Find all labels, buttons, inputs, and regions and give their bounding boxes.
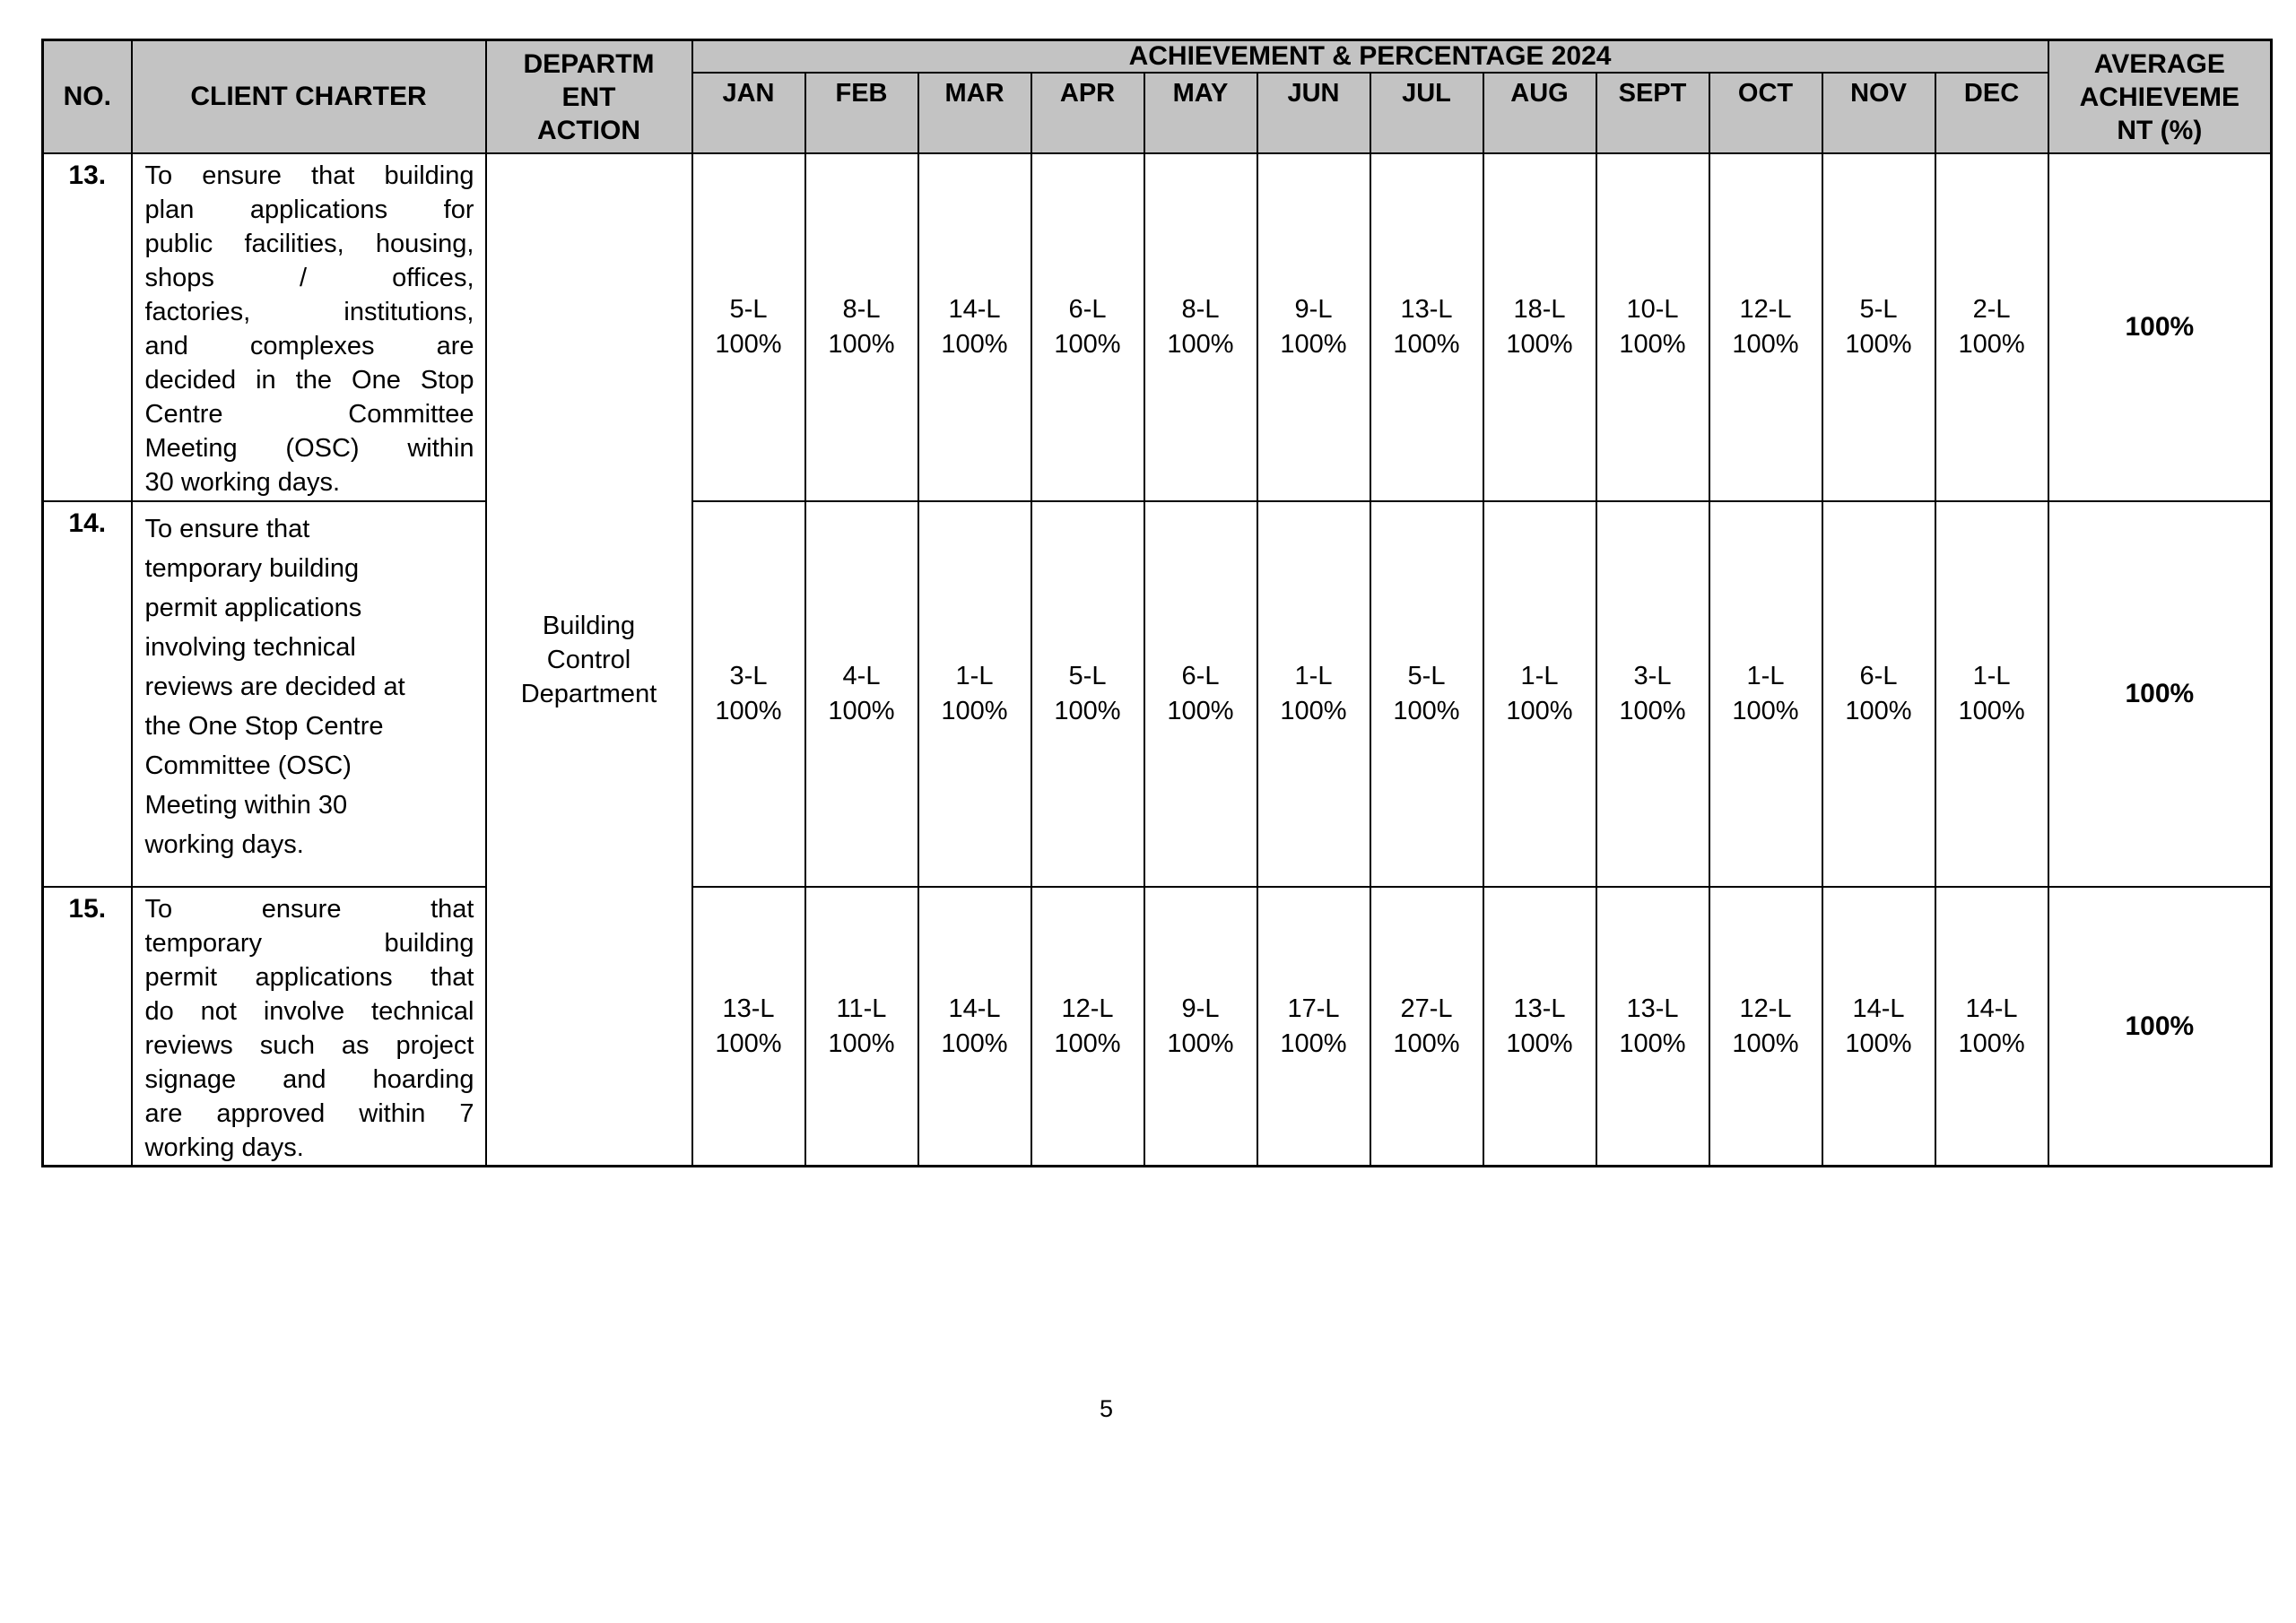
header-month-jul: JUL (1369, 72, 1484, 154)
page-number: 5 (1100, 1395, 1114, 1422)
row-number: 13. (41, 152, 133, 502)
monthly-value-cell: 6-L 100% (1143, 500, 1258, 888)
monthly-value-cell: 3-L 100% (691, 500, 806, 888)
header-month-oct: OCT (1708, 72, 1823, 154)
header-average-achievement: AVERAGE ACHIEVEME NT (%) (2047, 39, 2273, 154)
monthly-value-cell: 14-L 100% (917, 886, 1032, 1167)
header-month-dec: DEC (1934, 72, 2049, 154)
monthly-value-cell: 27-L 100% (1369, 886, 1484, 1167)
monthly-value-cell: 8-L 100% (1143, 152, 1258, 502)
monthly-value-cell: 12-L 100% (1708, 886, 1823, 1167)
monthly-value-cell: 12-L 100% (1708, 152, 1823, 502)
monthly-value-cell: 13-L 100% (691, 886, 806, 1167)
monthly-value-cell: 13-L 100% (1482, 886, 1597, 1167)
table-row-13: 13. To ensure that building plan applicat… (41, 152, 2273, 1167)
monthly-value-cell: 1-L 100% (1482, 500, 1597, 888)
header-month-nov: NOV (1821, 72, 1936, 154)
row-number: 15. (41, 886, 133, 1167)
monthly-value-cell: 17-L 100% (1256, 886, 1371, 1167)
header-month-sept: SEPT (1595, 72, 1710, 154)
header-department-action: DEPARTM ENT ACTION (484, 39, 693, 154)
row-number: 14. (41, 500, 133, 888)
average-value: 100% (2047, 152, 2273, 502)
monthly-value-cell: 1-L 100% (1934, 500, 2049, 888)
monthly-value-cell: 5-L 100% (1030, 500, 1145, 888)
table-row-15: 15. To ensure that temporary building perm… (41, 886, 2273, 1167)
monthly-value-cell: 18-L 100% (1482, 152, 1597, 502)
monthly-value-cell: 5-L 100% (1369, 500, 1484, 888)
monthly-value-cell: 6-L 100% (1821, 500, 1936, 888)
monthly-value-cell: 1-L 100% (917, 500, 1032, 888)
table-row-14: 14. To ensure that temporary building perm… (41, 500, 2273, 888)
monthly-value-cell: 5-L 100% (1821, 152, 1936, 502)
charter-text: To ensure that building plan applications… (130, 152, 487, 502)
monthly-value-cell: 10-L 100% (1595, 152, 1710, 502)
header-month-may: MAY (1143, 72, 1258, 154)
monthly-value-cell: 4-L 100% (804, 500, 919, 888)
charter-text: To ensure that temporary building permit a… (130, 886, 487, 1167)
header-month-jan: JAN (691, 72, 806, 154)
monthly-value-cell: 13-L 100% (1595, 886, 1710, 1167)
monthly-value-cell: 3-L 100% (1595, 500, 1710, 888)
charter-text: To ensure that temporary building permit a… (130, 500, 487, 888)
header-month-mar: MAR (917, 72, 1032, 154)
department-cell: Building Control Department (484, 152, 693, 1167)
monthly-value-cell: 13-L 100% (1369, 152, 1484, 502)
header-month-jun: JUN (1256, 72, 1371, 154)
monthly-value-cell: 14-L 100% (1821, 886, 1936, 1167)
header-no: NO. (41, 39, 133, 154)
header-band-row: NO. CLIENT CHARTER DEPARTM ENT ACTION ACHI… (41, 39, 2273, 154)
average-value: 100% (2047, 886, 2273, 1167)
monthly-value-cell: 2-L 100% (1934, 152, 2049, 502)
monthly-value-cell: 11-L 100% (804, 886, 919, 1167)
monthly-value-cell: 9-L 100% (1143, 886, 1258, 1167)
average-value: 100% (2047, 500, 2273, 888)
header-month-apr: APR (1030, 72, 1145, 154)
header-achievement-band: ACHIEVEMENT & PERCENTAGE 2024 (691, 39, 2049, 74)
monthly-value-cell: 14-L 100% (1934, 886, 2049, 1167)
header-month-aug: AUG (1482, 72, 1597, 154)
monthly-value-cell: 12-L 100% (1030, 886, 1145, 1167)
monthly-value-cell: 1-L 100% (1708, 500, 1823, 888)
header-months-row: JAN FEB MAR APR MAY JUN JUL AUG SEPT OCT… (43, 72, 2272, 154)
monthly-value-cell: 8-L 100% (804, 152, 919, 502)
monthly-value-cell: 14-L 100% (917, 152, 1032, 502)
header-client-charter: CLIENT CHARTER (130, 39, 487, 154)
monthly-value-cell: 5-L 100% (691, 152, 806, 502)
monthly-value-cell: 1-L 100% (1256, 500, 1371, 888)
client-charter-table: NO. CLIENT CHARTER DEPARTM ENT ACTION ACHI… (41, 39, 2274, 1167)
header-month-feb: FEB (804, 72, 919, 154)
monthly-value-cell: 9-L 100% (1256, 152, 1371, 502)
monthly-value-cell: 6-L 100% (1030, 152, 1145, 502)
